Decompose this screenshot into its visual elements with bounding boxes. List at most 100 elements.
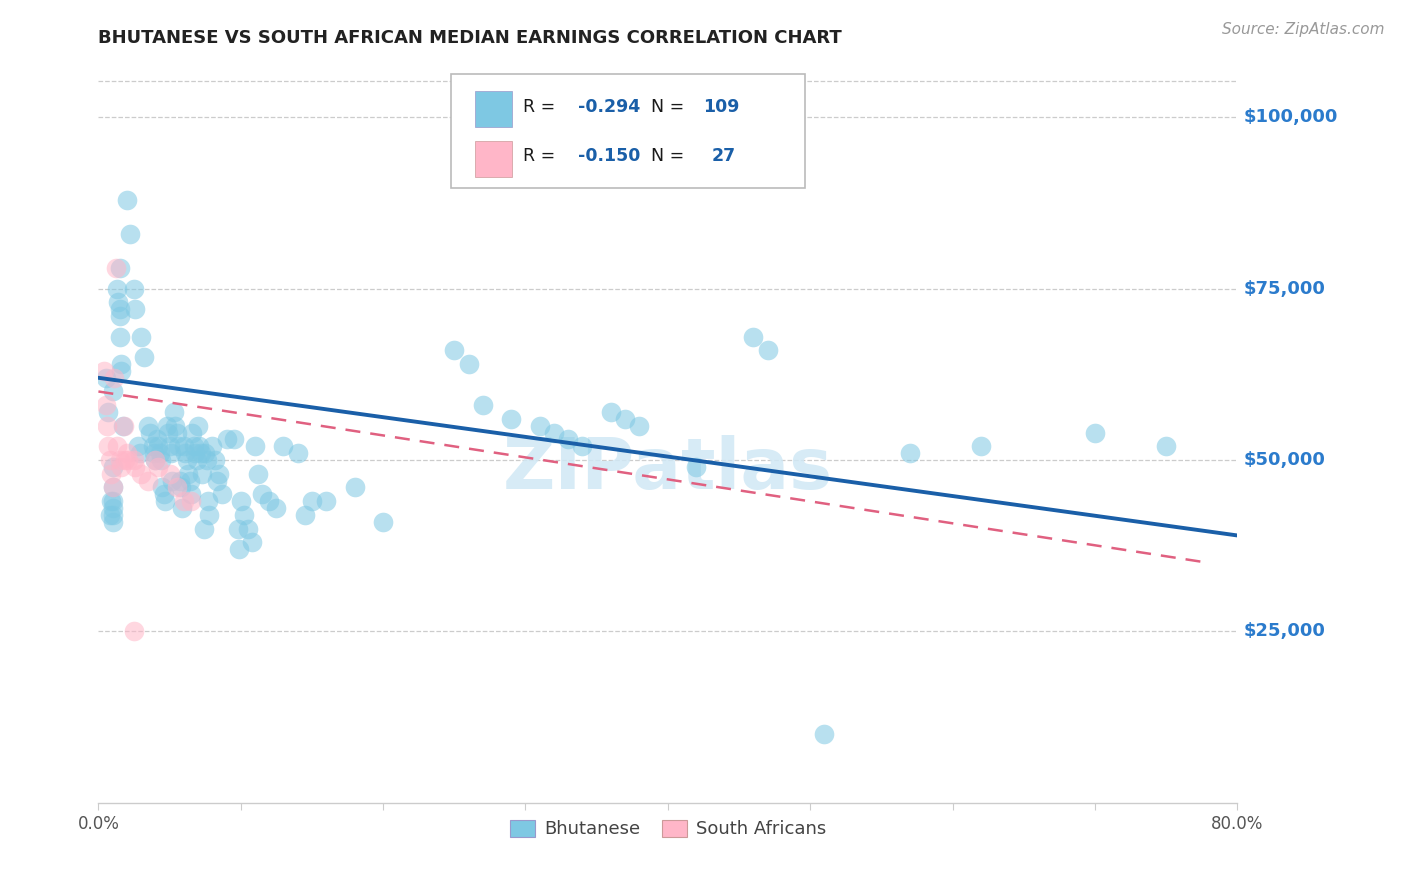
Point (195, 453, 218, 467)
Point (1084, 425, 1107, 440)
Point (204, 453, 226, 467)
Text: R =: R = (523, 98, 561, 116)
Point (222, 433, 245, 447)
Point (96, 418, 118, 433)
Point (187, 418, 209, 433)
Point (155, 494, 177, 508)
Point (194, 446, 217, 460)
Point (180, 487, 202, 501)
Point (163, 405, 186, 419)
Point (104, 261, 127, 276)
FancyBboxPatch shape (475, 141, 512, 178)
Point (101, 494, 124, 508)
Point (101, 508, 124, 522)
Point (136, 474, 159, 488)
Point (105, 282, 128, 296)
Point (190, 446, 212, 460)
Point (557, 433, 579, 447)
Point (157, 425, 180, 440)
Point (160, 446, 183, 460)
Point (146, 433, 169, 447)
Point (101, 459, 124, 474)
Point (169, 474, 191, 488)
Point (101, 501, 124, 516)
Point (208, 467, 231, 481)
Point (471, 398, 494, 412)
Point (181, 425, 204, 440)
Text: BHUTANESE VS SOUTH AFRICAN MEDIAN EARNINGS CORRELATION CHART: BHUTANESE VS SOUTH AFRICAN MEDIAN EARNIN… (98, 29, 842, 47)
Point (294, 508, 316, 522)
Point (201, 439, 224, 453)
Point (232, 508, 254, 522)
Point (108, 309, 131, 323)
Point (193, 522, 215, 536)
Point (373, 515, 395, 529)
Point (94, 398, 117, 412)
Point (188, 439, 211, 453)
Point (127, 439, 149, 453)
Point (685, 459, 707, 474)
Point (122, 453, 145, 467)
Point (228, 542, 250, 557)
Point (122, 282, 145, 296)
Point (273, 439, 295, 453)
Point (186, 453, 208, 467)
Point (159, 439, 181, 453)
Point (136, 418, 159, 433)
Text: -0.150: -0.150 (578, 147, 640, 165)
Point (191, 467, 214, 481)
Point (1154, 439, 1177, 453)
Point (571, 439, 593, 453)
Text: -0.294: -0.294 (578, 98, 640, 116)
Point (259, 494, 281, 508)
Point (174, 446, 197, 460)
Point (211, 487, 233, 501)
Point (170, 480, 193, 494)
Point (117, 453, 139, 467)
Text: $25,000: $25,000 (1244, 623, 1326, 640)
Point (183, 439, 205, 453)
Point (101, 515, 124, 529)
Text: $50,000: $50,000 (1244, 451, 1326, 469)
Legend: Bhutanese, South Africans: Bhutanese, South Africans (502, 813, 834, 846)
Point (122, 624, 145, 639)
Point (176, 453, 198, 467)
Point (114, 453, 136, 467)
Point (110, 364, 132, 378)
Point (152, 480, 174, 494)
Point (124, 302, 146, 317)
Point (180, 494, 202, 508)
Point (315, 494, 337, 508)
Point (156, 418, 179, 433)
Point (98, 508, 121, 522)
Point (172, 501, 194, 516)
Text: R =: R = (523, 147, 561, 165)
Point (166, 425, 188, 440)
Point (124, 459, 146, 474)
Point (103, 371, 125, 385)
Point (115, 193, 138, 207)
Point (529, 418, 551, 433)
Point (756, 343, 779, 358)
Point (813, 727, 835, 741)
Point (457, 357, 479, 371)
Point (215, 433, 238, 447)
Point (110, 459, 132, 474)
Point (229, 494, 252, 508)
Point (226, 522, 249, 536)
Point (145, 453, 167, 467)
Text: $75,000: $75,000 (1244, 280, 1326, 298)
Point (145, 453, 167, 467)
Point (108, 302, 131, 317)
Point (443, 343, 465, 358)
Point (111, 418, 134, 433)
Point (165, 418, 187, 433)
Point (301, 494, 323, 508)
Point (97, 439, 120, 453)
Point (543, 425, 565, 440)
Point (129, 467, 152, 481)
Point (112, 418, 135, 433)
Point (266, 501, 288, 516)
Point (179, 474, 201, 488)
Point (177, 467, 200, 481)
